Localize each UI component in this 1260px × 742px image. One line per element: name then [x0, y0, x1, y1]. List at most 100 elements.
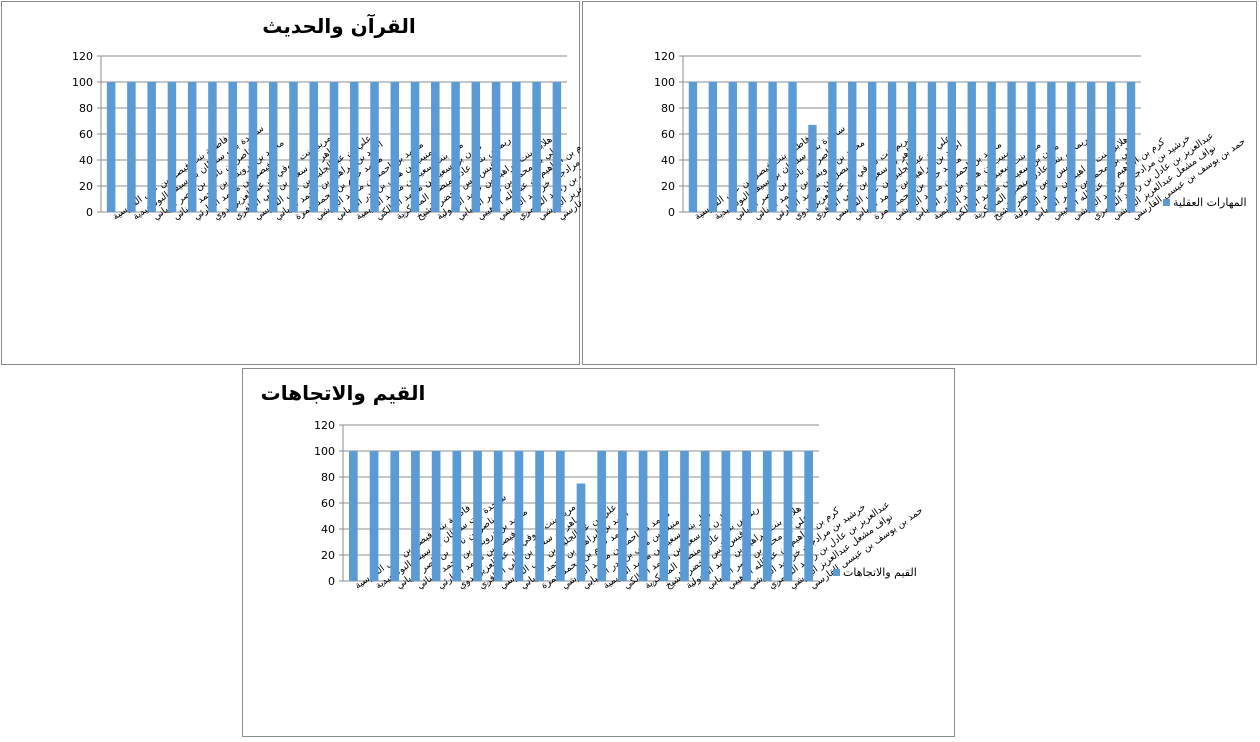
- bar: [828, 82, 837, 212]
- chart-title: القيم والاتجاهات: [261, 381, 426, 405]
- bar: [618, 451, 627, 581]
- bar: [680, 451, 689, 581]
- bar: [491, 82, 501, 212]
- y-tick-label: 80: [79, 102, 93, 115]
- bar: [555, 451, 565, 581]
- bar: [742, 451, 751, 581]
- bar: [638, 451, 648, 581]
- y-tick-label: 120: [314, 419, 335, 432]
- bar: [1047, 82, 1056, 212]
- bar: [907, 82, 917, 212]
- bar: [808, 124, 817, 212]
- y-tick-label: 100: [654, 76, 675, 89]
- bar: [390, 451, 400, 581]
- bar: [289, 82, 298, 212]
- chart-title: القرآن والحديث: [262, 13, 416, 38]
- bar: [473, 451, 482, 581]
- y-tick-label: 0: [668, 206, 675, 219]
- bar: [248, 82, 258, 212]
- bar: [512, 82, 521, 212]
- bar: [452, 451, 462, 581]
- y-tick-label: 60: [321, 497, 335, 510]
- bar: [1126, 82, 1136, 212]
- y-tick-label: 20: [321, 549, 335, 562]
- bar: [369, 451, 379, 581]
- bar: [748, 82, 757, 212]
- bar: [535, 451, 544, 581]
- bar: [867, 82, 877, 212]
- legend-label: المهارات العقلية: [1173, 196, 1247, 209]
- chart-mental-skills: المهارات العقلية020406080100120فاطمة بنت…: [582, 1, 1257, 365]
- bar: [410, 82, 420, 212]
- bar: [329, 82, 339, 212]
- y-tick-label: 40: [79, 154, 93, 167]
- y-tick-label: 20: [79, 180, 93, 193]
- y-tick-label: 100: [72, 76, 93, 89]
- bar: [431, 82, 440, 212]
- chart-svg-2: القيم والاتجاهات020406080100120فاطمة بنت…: [261, 381, 926, 591]
- bar: [1027, 82, 1036, 212]
- bar: [167, 82, 177, 212]
- bar: [349, 451, 358, 581]
- y-tick-label: 0: [328, 575, 335, 588]
- bar: [1007, 82, 1016, 212]
- legend-label: القيم والاتجاهات: [843, 566, 917, 579]
- bar: [451, 82, 460, 212]
- legend-swatch: [833, 569, 840, 576]
- bar: [350, 82, 359, 212]
- y-tick-label: 40: [321, 523, 335, 536]
- bar: [370, 82, 379, 212]
- legend-swatch: [1163, 199, 1170, 206]
- bar: [471, 82, 481, 212]
- bar: [576, 483, 586, 581]
- bar: [1106, 82, 1116, 212]
- bar: [708, 82, 718, 212]
- chart-quran-hadith: القرآن والحديث 0 20 40 60 80 100 120 فاطمة بنت ف…: [1, 1, 581, 365]
- y-tick-label: 20: [661, 180, 675, 193]
- bar: [927, 82, 937, 212]
- bar: [788, 82, 797, 212]
- bar: [127, 82, 136, 212]
- bar: [783, 451, 793, 581]
- bar: [390, 82, 400, 212]
- bar: [804, 451, 813, 581]
- y-tick-label: 60: [79, 128, 93, 141]
- bar: [768, 82, 777, 212]
- chart-svg-1: المهارات العقلية020406080100120فاطمة بنت…: [654, 50, 1248, 222]
- bar: [688, 82, 698, 212]
- bar: [728, 82, 737, 212]
- bar: [848, 82, 857, 212]
- bar: [208, 82, 217, 212]
- y-tick-label: 80: [661, 102, 675, 115]
- bar: [309, 82, 318, 212]
- bar: [187, 82, 197, 212]
- bar: [493, 451, 503, 581]
- y-tick-label: 120: [654, 50, 675, 63]
- bar: [431, 451, 441, 581]
- bar: [106, 82, 116, 212]
- y-tick-label: 120: [72, 50, 93, 63]
- chart-values-attitudes: القيم والاتجاهات020406080100120فاطمة بنت…: [242, 368, 955, 737]
- bar: [947, 82, 957, 212]
- bar: [597, 451, 607, 581]
- bar: [967, 82, 976, 212]
- bar: [268, 82, 278, 212]
- bar: [721, 451, 731, 581]
- bar: [532, 82, 541, 212]
- bar: [700, 451, 710, 581]
- bar: [1067, 82, 1076, 212]
- bar: [228, 82, 237, 212]
- bar: [147, 82, 156, 212]
- bar: [411, 451, 420, 581]
- bar: [552, 82, 562, 212]
- bar: [514, 451, 524, 581]
- y-tick-label: 80: [321, 471, 335, 484]
- bar: [762, 451, 772, 581]
- bar: [987, 82, 996, 212]
- y-tick-label: 40: [661, 154, 675, 167]
- y-tick-label: 100: [314, 445, 335, 458]
- bar: [1087, 82, 1096, 212]
- bar: [887, 82, 897, 212]
- y-tick-label: 0: [86, 206, 93, 219]
